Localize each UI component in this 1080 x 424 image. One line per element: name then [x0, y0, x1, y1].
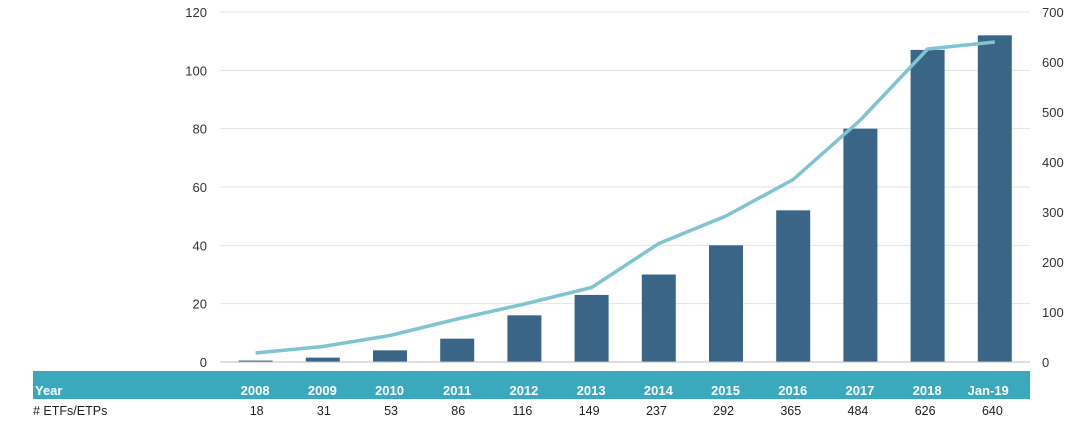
- data-table: Year # ETFs/ETPs 2008 2009 2010 2011 2012 201…: [33, 371, 1030, 418]
- table-row-label: # ETFs/ETPs: [33, 404, 107, 418]
- table-count-cell: 292: [713, 404, 734, 418]
- bar: [440, 338, 475, 362]
- table-year-cell: 2011: [443, 383, 471, 398]
- table-year-cell: 2017: [845, 383, 874, 398]
- right-tick-label: 100: [1042, 305, 1064, 320]
- bar: [709, 245, 743, 362]
- table-year-cell: Jan-19: [968, 383, 1009, 398]
- left-tick-label: 0: [200, 355, 207, 370]
- table-year-cells: 2008 2009 2010 2011 2012 2013 2014 2015 2016 2017…: [241, 383, 1009, 398]
- bar-series: [220, 35, 1030, 363]
- bar: [373, 350, 407, 362]
- table-count-cell: 116: [512, 404, 532, 418]
- table-count-cell: 365: [780, 404, 801, 418]
- bar: [574, 294, 609, 362]
- right-tick-label: 500: [1042, 105, 1064, 120]
- left-tick-label: 120: [185, 5, 207, 20]
- table-header-label: Year: [35, 383, 62, 398]
- left-tick-label: 100: [185, 63, 207, 78]
- table-count-cell: 18: [250, 404, 264, 418]
- bar: [776, 210, 811, 362]
- line-path: [255, 40, 995, 355]
- table-count-cell: 86: [451, 404, 465, 418]
- bar: [305, 357, 340, 362]
- bar: [238, 360, 273, 362]
- table-count-cell: 626: [915, 404, 936, 418]
- bar: [977, 35, 1012, 362]
- right-tick-label: 300: [1042, 205, 1064, 220]
- right-axis-ticks: 0 100 200 300 400 500 600 700: [1042, 5, 1064, 370]
- left-tick-label: 80: [193, 122, 207, 137]
- table-year-cell: 2009: [308, 383, 337, 398]
- bar: [641, 274, 676, 362]
- left-tick-label: 20: [193, 297, 207, 312]
- right-tick-label: 600: [1042, 55, 1064, 70]
- table-year-cell: 2013: [577, 383, 606, 398]
- left-axis-ticks: 0 20 40 60 80 100 120: [185, 5, 207, 370]
- table-year-cell: 2010: [375, 383, 404, 398]
- gridlines: [220, 11, 1030, 305]
- table-year-cell: 2016: [778, 383, 807, 398]
- table-header-band: [33, 371, 1030, 399]
- bar: [843, 128, 878, 362]
- table-count-cell: 149: [579, 404, 600, 418]
- right-tick-label: 700: [1042, 5, 1064, 20]
- table-year-cell: 2012: [509, 383, 538, 398]
- table-year-cell: 2018: [913, 383, 942, 398]
- bar: [910, 49, 945, 363]
- right-tick-label: 200: [1042, 255, 1064, 270]
- table-count-cell: 237: [646, 404, 667, 418]
- right-tick-label: 0: [1042, 355, 1049, 370]
- line-series: [255, 40, 995, 355]
- table-year-cell: 2015: [711, 383, 740, 398]
- left-tick-label: 60: [193, 180, 207, 195]
- table-count-cell: 53: [384, 404, 398, 418]
- bar: [507, 315, 542, 362]
- right-tick-label: 400: [1042, 155, 1064, 170]
- table-count-cell: 484: [848, 404, 869, 418]
- left-tick-label: 40: [193, 238, 207, 253]
- table-year-cell: 2008: [241, 383, 270, 398]
- table-count-cell: 31: [317, 404, 331, 418]
- table-year-cell: 2014: [644, 383, 674, 398]
- table-count-cell: 640: [982, 404, 1003, 418]
- table-count-cells: 18 31 53 86 116 149 237 292 365 484 626 640: [250, 404, 1003, 418]
